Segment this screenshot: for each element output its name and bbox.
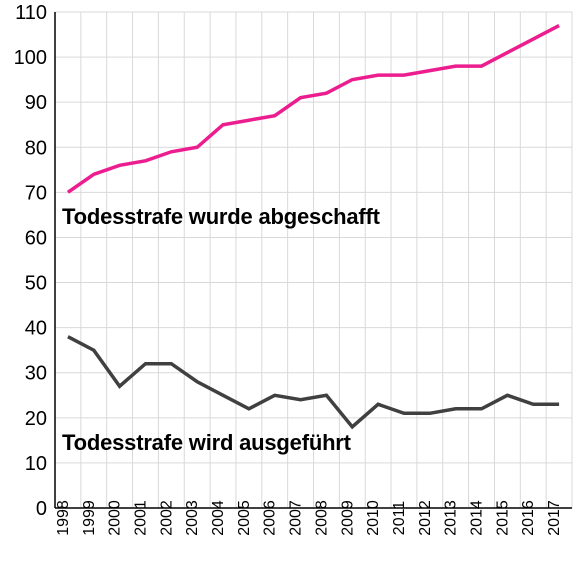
series-label-executed: Todesstrafe wird ausgeführt xyxy=(62,430,351,456)
y-tick-label: 30 xyxy=(25,363,47,385)
x-tick-label: 2014 xyxy=(469,500,486,536)
x-tick-label: 2013 xyxy=(443,500,460,536)
y-tick-label: 10 xyxy=(25,453,47,475)
y-tick-label: 40 xyxy=(25,318,47,340)
x-tick-label: 1998 xyxy=(55,500,72,536)
chart-svg: 0 10 20 30 40 50 60 70 80 90 100 110 1998 1999 2000 200… xyxy=(0,0,582,572)
x-tick-label: 2017 xyxy=(546,500,563,536)
x-tick-label: 2000 xyxy=(107,500,124,536)
y-tick-label: 0 xyxy=(36,498,47,520)
x-tick-label: 2005 xyxy=(236,500,253,536)
y-tick-label: 50 xyxy=(25,273,47,295)
series-label-abolished: Todesstrafe wurde abgeschafft xyxy=(62,204,380,230)
y-tick-label: 70 xyxy=(25,182,47,204)
y-tick-label: 100 xyxy=(14,47,47,69)
x-tick-label: 1999 xyxy=(81,500,98,536)
x-tick-label: 2016 xyxy=(520,500,537,536)
x-tick-label: 2015 xyxy=(494,500,511,536)
y-tick-label: 80 xyxy=(25,137,47,159)
x-tick-label: 2011 xyxy=(391,501,408,536)
x-tick-label: 2003 xyxy=(184,500,201,536)
y-tick-label: 110 xyxy=(15,2,47,24)
x-tick-label: 2008 xyxy=(313,500,330,536)
x-tick-label: 2004 xyxy=(210,500,227,536)
x-tick-label: 2007 xyxy=(288,500,305,536)
y-tick-label: 20 xyxy=(25,408,47,430)
x-tick-label: 2001 xyxy=(132,500,149,536)
x-tick-label: 2012 xyxy=(417,500,434,536)
x-tick-label: 2002 xyxy=(158,500,175,536)
x-tick-label: 2006 xyxy=(262,500,279,536)
y-tick-label: 90 xyxy=(25,92,47,114)
x-tick-label: 2009 xyxy=(339,500,356,536)
x-tick-label: 2010 xyxy=(365,500,382,536)
line-chart: 0 10 20 30 40 50 60 70 80 90 100 110 1998 1999 2000 200… xyxy=(0,0,582,572)
y-tick-label: 60 xyxy=(25,227,47,249)
